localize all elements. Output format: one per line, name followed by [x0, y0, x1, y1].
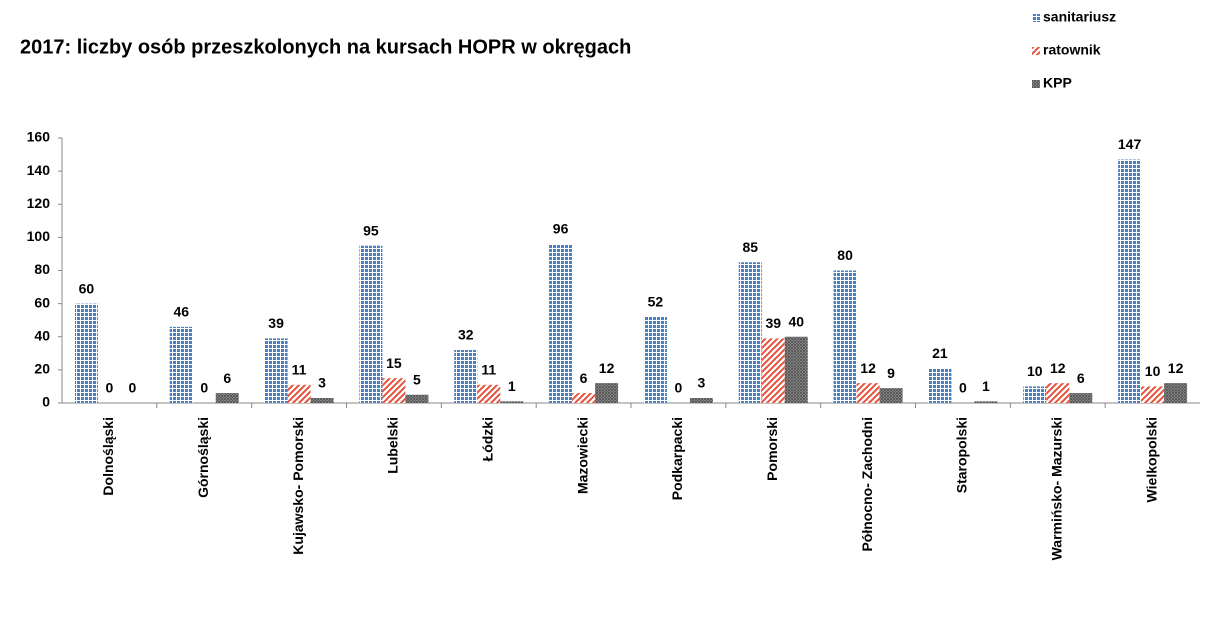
chart-title: 2017: liczby osób przeszkolonych na kurs…: [20, 36, 631, 58]
x-tick-label: Mazowiecki: [574, 417, 590, 494]
bar: [500, 401, 524, 403]
data-label: 10: [1027, 363, 1043, 379]
y-tick-label: 80: [34, 261, 50, 277]
data-label: 0: [106, 380, 114, 396]
bar: [572, 393, 596, 403]
data-label: 6: [1077, 370, 1085, 386]
bar: [1164, 383, 1188, 403]
data-label: 52: [648, 294, 664, 310]
data-label: 12: [1168, 360, 1184, 376]
bar: [879, 388, 903, 403]
data-label: 95: [363, 222, 379, 238]
legend-swatch: [1032, 80, 1040, 88]
data-label: 3: [698, 375, 706, 391]
data-label: 147: [1118, 136, 1142, 152]
y-tick-label: 160: [27, 129, 51, 145]
bar: [689, 398, 713, 403]
x-tick-label: Pomorski: [764, 417, 780, 481]
legend-swatch: [1032, 47, 1040, 55]
bar: [833, 270, 857, 403]
data-label: 0: [675, 380, 683, 396]
bar: [856, 383, 880, 403]
data-label: 80: [837, 247, 853, 263]
y-tick-label: 100: [27, 228, 51, 244]
bar: [928, 368, 952, 403]
bar: [359, 245, 383, 403]
y-tick-label: 120: [27, 195, 51, 211]
legend-label: sanitariusz: [1043, 9, 1116, 25]
data-label: 0: [959, 380, 967, 396]
data-label: 1: [982, 378, 990, 394]
x-tick-label: Lubelski: [385, 417, 401, 474]
legend-label: KPP: [1043, 75, 1072, 91]
x-tick-label: Wielkopolski: [1143, 417, 1159, 502]
data-label: 15: [386, 355, 402, 371]
data-label: 11: [481, 361, 496, 377]
x-tick-label: Podkarpacki: [669, 417, 685, 500]
data-label: 85: [742, 239, 758, 255]
data-label: 3: [318, 375, 326, 391]
bar: [74, 303, 98, 403]
bar: [549, 244, 573, 403]
data-label: 12: [860, 360, 876, 376]
data-label: 6: [580, 370, 588, 386]
bar: [287, 384, 311, 403]
data-label: 0: [200, 380, 208, 396]
bar: [1118, 159, 1142, 403]
data-label: 60: [79, 280, 95, 296]
bar: [1069, 393, 1093, 403]
data-label: 6: [223, 370, 231, 386]
x-tick-label: Północno- Zachodni: [859, 417, 875, 552]
data-label: 96: [553, 221, 569, 237]
data-label: 39: [268, 315, 284, 331]
data-label: 5: [413, 371, 421, 387]
data-label: 12: [599, 360, 615, 376]
y-tick-label: 0: [42, 394, 50, 410]
bar: [595, 383, 619, 403]
bar: [382, 378, 406, 403]
bar: [784, 336, 808, 403]
bar: [215, 393, 239, 403]
data-label: 0: [129, 380, 137, 396]
bar: [1141, 386, 1165, 403]
bar: [405, 394, 429, 403]
bar: [643, 316, 667, 403]
x-tick-label: Warmińsko- Mazurski: [1048, 417, 1064, 560]
bar: [1046, 383, 1070, 403]
bar: [974, 401, 998, 403]
bar: [761, 338, 785, 403]
x-tick-label: Górnośląski: [195, 417, 211, 498]
x-tick-label: Dolnośląski: [100, 417, 116, 496]
data-label: 10: [1145, 363, 1161, 379]
x-tick-label: Staropolski: [954, 417, 970, 493]
data-label: 11: [292, 361, 307, 377]
data-label: 21: [932, 345, 948, 361]
data-label: 1: [508, 378, 516, 394]
bar: [264, 338, 288, 403]
bar: [169, 326, 193, 403]
bar: [477, 384, 501, 403]
y-tick-label: 60: [34, 294, 50, 310]
y-tick-label: 140: [27, 162, 51, 178]
bar: [738, 262, 762, 403]
x-tick-label: Kujawsko- Pomorski: [290, 417, 306, 555]
data-label: 46: [173, 304, 189, 320]
legend-label: ratownik: [1043, 42, 1101, 58]
y-tick-label: 20: [34, 361, 50, 377]
data-label: 12: [1050, 360, 1066, 376]
legend-swatch: [1032, 14, 1040, 22]
y-tick-label: 40: [34, 327, 50, 343]
data-label: 32: [458, 327, 474, 343]
data-label: 40: [788, 313, 804, 329]
data-label: 9: [887, 365, 895, 381]
data-label: 39: [765, 315, 781, 331]
x-tick-label: Łódzki: [479, 417, 495, 461]
bar: [310, 398, 334, 403]
bar: [1023, 386, 1047, 403]
bar: [454, 350, 478, 403]
